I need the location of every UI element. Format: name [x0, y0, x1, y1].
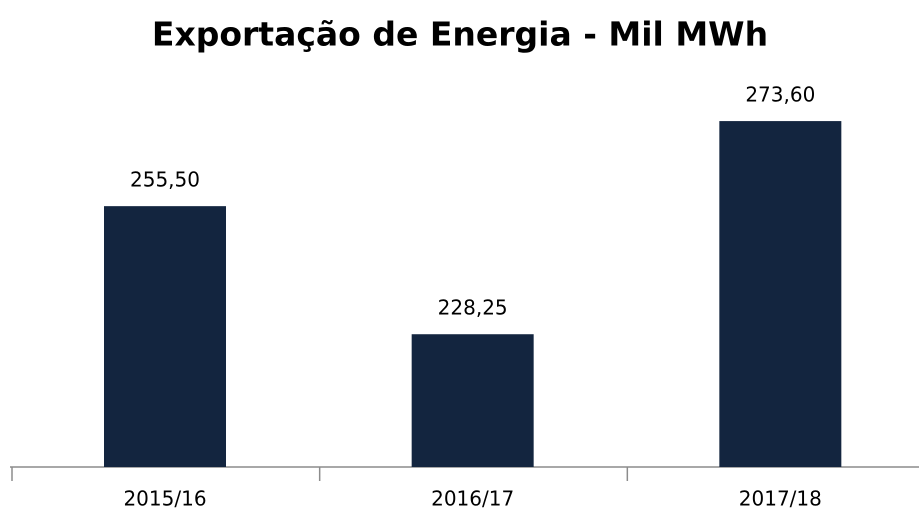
- data-label: 228,25: [438, 296, 508, 320]
- data-label: 273,60: [745, 83, 815, 107]
- x-tick-label: 2017/18: [739, 487, 822, 511]
- x-tick-label: 2016/17: [431, 487, 514, 511]
- bar: [719, 121, 842, 467]
- x-tick-label: 2015/16: [123, 487, 206, 511]
- chart-title: Exportação de Energia - Mil MWh: [152, 15, 768, 54]
- bar: [104, 206, 226, 467]
- data-label: 255,50: [130, 168, 200, 192]
- bar: [411, 334, 534, 467]
